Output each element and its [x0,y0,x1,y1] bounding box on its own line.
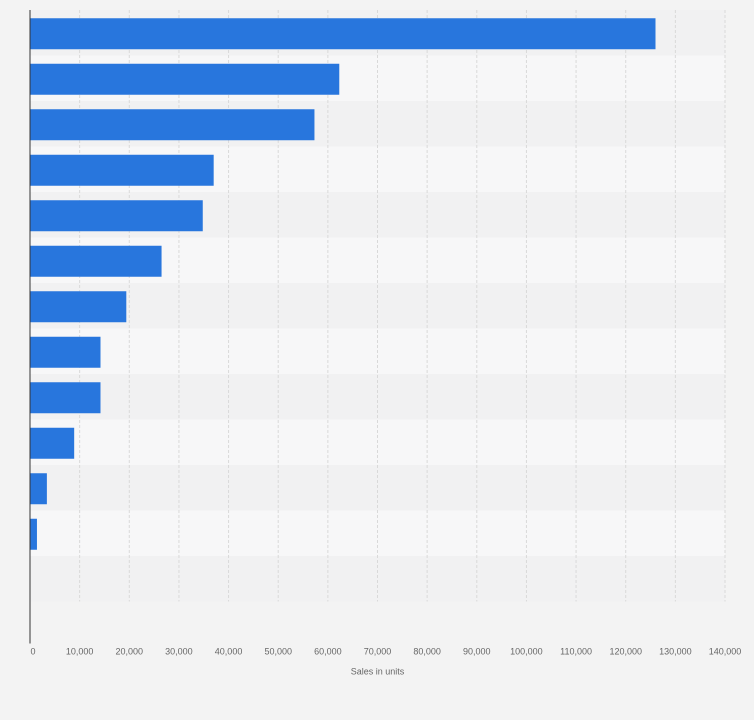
x-tick-label: 130,000 [659,647,692,657]
bar[interactable] [30,291,127,323]
x-tick-label: 120,000 [609,647,642,657]
x-tick-labels: 0 10,000 20,000 30,000 40,000 50,000 60,000 70,… [30,647,741,657]
row-band [30,510,725,556]
x-axis-title: Sales in units [351,667,405,677]
bars [30,18,656,550]
x-tick-label: 110,000 [560,647,592,657]
x-tick-label: 0 [30,647,35,657]
bar[interactable] [30,154,214,186]
row-band [30,556,725,602]
x-tick-label: 50,000 [264,647,292,657]
bar[interactable] [30,109,315,141]
x-tick-label: 90,000 [463,647,491,657]
x-tick-label: 70,000 [364,647,392,657]
x-tick-label: 30,000 [165,647,193,657]
x-tick-label: 20,000 [116,647,144,657]
bar[interactable] [30,18,656,50]
x-tick-label: 80,000 [413,647,441,657]
bar[interactable] [30,382,101,414]
x-tick-label: 100,000 [510,647,543,657]
bar[interactable] [30,63,340,95]
bar[interactable] [30,200,203,232]
bar[interactable] [30,245,162,277]
x-tick-label: 140,000 [709,647,742,657]
bar[interactable] [30,473,47,505]
bar[interactable] [30,518,37,550]
bar[interactable] [30,336,101,368]
bar[interactable] [30,427,75,459]
x-tick-label: 40,000 [215,647,243,657]
x-tick-label: 60,000 [314,647,342,657]
x-tick-label: 10,000 [66,647,94,657]
